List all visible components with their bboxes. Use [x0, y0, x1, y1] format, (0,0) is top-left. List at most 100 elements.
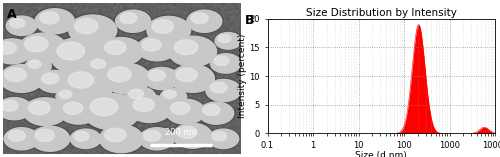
Circle shape [120, 13, 137, 24]
Circle shape [170, 65, 214, 92]
Circle shape [169, 63, 216, 94]
Circle shape [140, 128, 174, 150]
Circle shape [160, 88, 186, 105]
Circle shape [128, 95, 172, 122]
Circle shape [8, 130, 25, 141]
Circle shape [64, 102, 83, 114]
Circle shape [102, 63, 150, 94]
Circle shape [114, 9, 152, 33]
Circle shape [207, 128, 240, 149]
Circle shape [204, 78, 242, 103]
Circle shape [148, 70, 166, 81]
Circle shape [6, 16, 37, 35]
Circle shape [55, 88, 83, 106]
Circle shape [214, 32, 242, 50]
Y-axis label: Intensity (percent): Intensity (percent) [238, 34, 246, 118]
Circle shape [206, 79, 241, 102]
Circle shape [164, 98, 207, 125]
Circle shape [30, 126, 70, 151]
Circle shape [145, 15, 192, 45]
Circle shape [125, 87, 156, 106]
Circle shape [81, 92, 142, 131]
Circle shape [68, 15, 117, 46]
Circle shape [36, 69, 74, 94]
Circle shape [28, 101, 50, 115]
Text: 200 nm: 200 nm [164, 128, 196, 137]
Circle shape [90, 59, 106, 69]
X-axis label: Size (d.nm): Size (d.nm) [356, 152, 407, 157]
Circle shape [56, 88, 82, 105]
Circle shape [98, 36, 145, 66]
Circle shape [60, 66, 116, 103]
Circle shape [212, 131, 226, 141]
Circle shape [0, 65, 44, 92]
Circle shape [210, 54, 241, 73]
Circle shape [144, 67, 179, 90]
Circle shape [166, 99, 205, 124]
Circle shape [128, 89, 144, 99]
Circle shape [147, 16, 190, 44]
Circle shape [1, 100, 18, 111]
Circle shape [176, 68, 197, 81]
Circle shape [0, 97, 34, 121]
Circle shape [209, 53, 242, 74]
Circle shape [136, 35, 178, 62]
Circle shape [69, 128, 102, 149]
Circle shape [218, 35, 231, 43]
Circle shape [40, 12, 59, 24]
Circle shape [87, 57, 118, 76]
Circle shape [197, 101, 235, 125]
Circle shape [35, 9, 74, 34]
Circle shape [208, 129, 238, 149]
Circle shape [159, 88, 188, 106]
Circle shape [48, 36, 110, 76]
Circle shape [17, 32, 69, 65]
Circle shape [62, 68, 114, 101]
Circle shape [22, 97, 69, 127]
Circle shape [171, 122, 214, 149]
Circle shape [0, 39, 32, 64]
Circle shape [0, 97, 32, 120]
Circle shape [133, 98, 154, 112]
Circle shape [186, 9, 224, 33]
Circle shape [126, 94, 174, 124]
Circle shape [104, 128, 126, 142]
Circle shape [74, 131, 89, 141]
Circle shape [24, 98, 67, 126]
Circle shape [57, 98, 100, 125]
Circle shape [2, 127, 40, 151]
Circle shape [138, 127, 176, 151]
Circle shape [152, 20, 174, 33]
Circle shape [174, 40, 198, 55]
Circle shape [166, 35, 218, 68]
Circle shape [100, 38, 143, 65]
Circle shape [59, 99, 98, 124]
Circle shape [100, 62, 152, 95]
Circle shape [42, 73, 58, 84]
Circle shape [142, 39, 161, 51]
Circle shape [50, 38, 107, 74]
Circle shape [5, 68, 26, 81]
Circle shape [24, 37, 48, 52]
Circle shape [19, 33, 67, 64]
Circle shape [0, 42, 16, 54]
Circle shape [28, 60, 41, 68]
Circle shape [168, 36, 216, 67]
Circle shape [100, 125, 143, 153]
Circle shape [68, 72, 94, 88]
Circle shape [210, 82, 227, 93]
Circle shape [24, 57, 52, 76]
Circle shape [86, 56, 119, 77]
Circle shape [164, 90, 176, 98]
Circle shape [84, 94, 140, 130]
Circle shape [173, 123, 212, 148]
Circle shape [74, 19, 98, 34]
Circle shape [98, 124, 145, 154]
Circle shape [215, 32, 241, 49]
Circle shape [214, 56, 229, 65]
Circle shape [104, 41, 126, 54]
Circle shape [203, 105, 220, 116]
Circle shape [124, 86, 157, 107]
Circle shape [59, 90, 72, 98]
Circle shape [25, 58, 51, 75]
